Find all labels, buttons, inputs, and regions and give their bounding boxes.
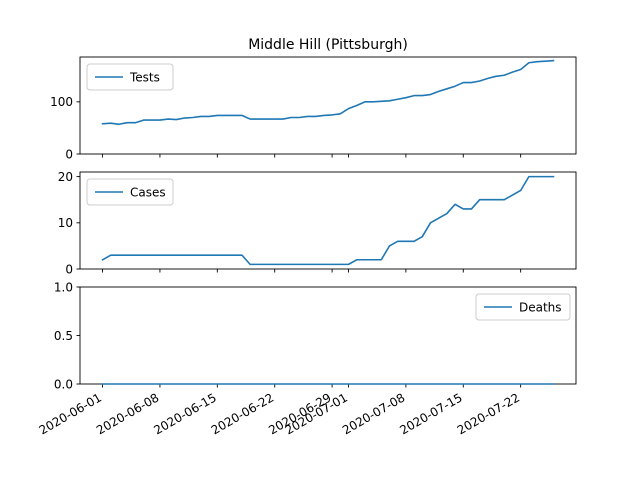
y-tick-label: 0 bbox=[65, 262, 73, 276]
legend: Deaths bbox=[475, 293, 571, 321]
y-tick-label: 0.0 bbox=[54, 377, 73, 391]
y-tick-label: 0 bbox=[65, 147, 73, 161]
legend-box bbox=[86, 63, 174, 91]
y-tick-label: 0.5 bbox=[54, 329, 73, 343]
y-tick-label: 1.0 bbox=[54, 280, 73, 294]
legend-label: Cases bbox=[130, 185, 166, 199]
subplot-tests: 0 100 Tests bbox=[50, 56, 577, 161]
legend: Tests bbox=[86, 63, 174, 91]
legend: Cases bbox=[86, 178, 174, 206]
subplot-deaths: 0.0 0.5 1.0 Deaths bbox=[54, 280, 577, 391]
y-tick-label: 10 bbox=[58, 216, 73, 230]
series-line-cases bbox=[101, 175, 555, 266]
legend-box bbox=[475, 293, 571, 321]
series-line-tests bbox=[101, 59, 555, 126]
axes-frame bbox=[79, 56, 577, 155]
subplot-cases: 0 10 20 Cases bbox=[58, 170, 577, 276]
subplots: 0 100 Tests 0 10 20 Cases 0.0 0.5 1.0 Deaths bbox=[50, 56, 577, 391]
legend-label: Tests bbox=[129, 70, 160, 84]
y-tick-label: 100 bbox=[50, 95, 73, 109]
chart-title: Middle Hill (Pittsburgh) bbox=[248, 37, 408, 53]
legend-box bbox=[86, 178, 174, 206]
axes-frame bbox=[79, 171, 577, 270]
legend-label: Deaths bbox=[519, 300, 562, 314]
y-tick-label: 20 bbox=[58, 170, 73, 184]
